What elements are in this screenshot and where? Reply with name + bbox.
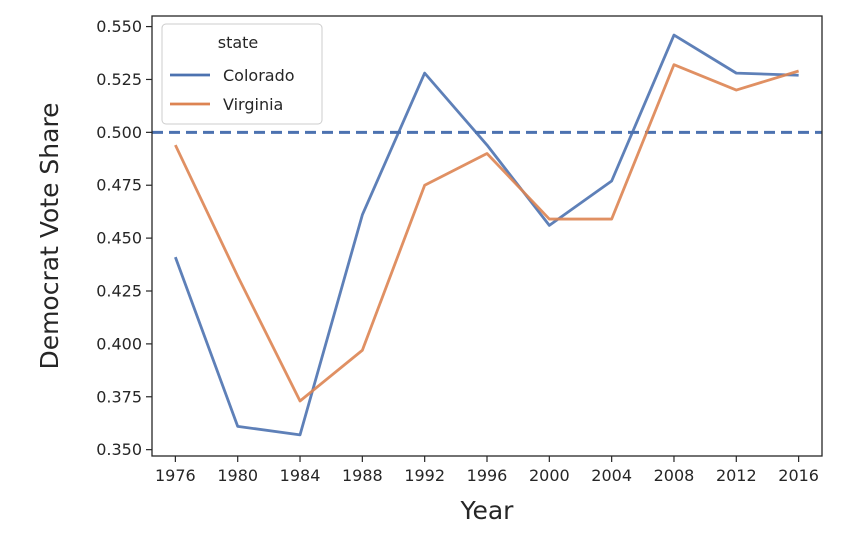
- x-ticks: 1976 1980 1984 1988 1992 1996 2000 2004 2008 2012…: [155, 456, 819, 485]
- y-tick-label: 0.500: [96, 123, 142, 142]
- legend: state Colorado Virginia: [162, 24, 322, 124]
- y-tick-label: 0.475: [96, 176, 142, 195]
- y-tick-label: 0.525: [96, 70, 142, 89]
- y-tick-label: 0.350: [96, 440, 142, 459]
- y-axis-title: Democrat Vote Share: [35, 102, 64, 369]
- x-tick-label: 1984: [280, 466, 321, 485]
- y-tick-label: 0.375: [96, 387, 142, 406]
- y-tick-label: 0.400: [96, 334, 142, 353]
- x-tick-label: 2016: [778, 466, 819, 485]
- x-tick-label: 2000: [529, 466, 570, 485]
- legend-label-virginia: Virginia: [223, 95, 283, 114]
- x-tick-label: 1988: [342, 466, 383, 485]
- x-tick-label: 2004: [591, 466, 632, 485]
- x-tick-label: 1996: [467, 466, 508, 485]
- legend-title: state: [218, 33, 259, 52]
- legend-label-colorado: Colorado: [223, 66, 295, 85]
- x-tick-label: 1992: [404, 466, 445, 485]
- x-tick-label: 2012: [716, 466, 757, 485]
- y-tick-label: 0.450: [96, 229, 142, 248]
- y-tick-label: 0.550: [96, 17, 142, 36]
- x-tick-label: 2008: [654, 466, 695, 485]
- x-axis-title: Year: [460, 496, 515, 525]
- x-tick-label: 1980: [217, 466, 258, 485]
- x-tick-label: 1976: [155, 466, 196, 485]
- y-ticks: 0.350 0.375 0.400 0.425 0.450 0.475 0.500 0.525…: [96, 17, 152, 459]
- y-tick-label: 0.425: [96, 282, 142, 301]
